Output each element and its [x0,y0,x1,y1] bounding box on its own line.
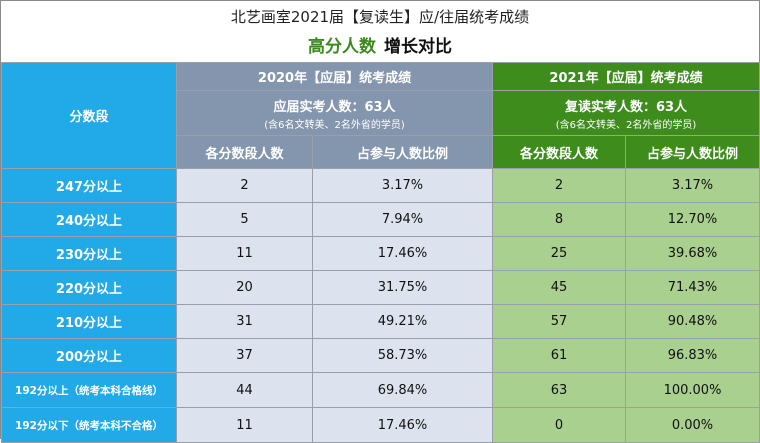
col-2021-count: 各分数段人数 [492,135,626,169]
table-row: 220分以上 20 31.75% 45 71.43% [1,270,760,305]
score-band-header: 分数段 [1,62,177,169]
table-row: 192分以上（统考本科合格线） 44 69.84% 63 100.00% [1,372,760,408]
score-band: 192分以上（统考本科合格线） [1,372,177,408]
title-area: 北艺画室2021届【复读生】应/往届统考成绩 高分人数 增长对比 [1,1,759,63]
count-2020: 11 [176,407,313,443]
score-band: 200分以上 [1,338,177,373]
count-2021: 8 [492,202,626,237]
ratio-2021: 39.68% [625,236,760,271]
count-2020: 31 [176,304,313,339]
score-band: 230分以上 [1,236,177,271]
header-2020-title: 2020年【应届】统考成绩 [176,62,493,91]
ratio-2021: 90.48% [625,304,760,339]
main-title: 北艺画室2021届【复读生】应/往届统考成绩 [230,8,530,26]
comparison-table: 分数段 2020年【应届】统考成绩 2021年【应届】统考成绩 应届实考人数：6… [1,62,760,443]
table-row: 247分以上 2 3.17% 2 3.17% [1,168,760,203]
header-2020-note: (含6名文转美、2名外省的学员) [264,119,405,131]
ratio-2020: 31.75% [312,270,493,305]
header-2021-examinees: 复读实考人数：63人 [564,99,688,115]
header-row-years: 分数段 2020年【应届】统考成绩 2021年【应届】统考成绩 [1,62,760,169]
ratio-2020: 69.84% [312,372,493,408]
count-2021: 61 [492,338,626,373]
score-band: 247分以上 [1,168,177,203]
header-2021-title: 2021年【应届】统考成绩 [492,62,760,91]
col-2020-ratio: 占参与人数比例 [312,135,493,169]
ratio-2021: 100.00% [625,372,760,408]
count-2020: 44 [176,372,313,408]
ratio-2021: 12.70% [625,202,760,237]
header-row-columns: 各分数段人数 占参与人数比例 各分数段人数 占参与人数比例 [2,135,760,169]
score-band: 210分以上 [1,304,177,339]
count-2021: 63 [492,372,626,408]
header-2020-examinees: 应届实考人数：63人 [273,99,396,115]
subtitle: 高分人数 增长对比 [1,32,759,57]
ratio-2020: 17.46% [312,236,493,271]
score-band: 240分以上 [1,202,177,237]
table-row: 210分以上 31 49.21% 57 90.48% [1,304,760,339]
ratio-2020: 3.17% [312,168,493,203]
col-2020-count: 各分数段人数 [176,135,313,169]
ratio-2020: 17.46% [312,407,493,443]
subtitle-green: 高分人数 [308,37,376,57]
table-row: 200分以上 37 58.73% 61 96.83% [1,338,760,373]
col-2021-ratio: 占参与人数比例 [625,135,760,169]
ratio-2021: 0.00% [625,407,760,443]
header-row-counts: 应届实考人数：63人 (含6名文转美、2名外省的学员) 复读实考人数：63人 (… [2,90,760,136]
ratio-2020: 58.73% [312,338,493,373]
count-2021: 57 [492,304,626,339]
subtitle-black: 增长对比 [384,37,452,57]
table-row: 240分以上 5 7.94% 8 12.70% [1,202,760,237]
header-2021-sub: 复读实考人数：63人 (含6名文转美、2名外省的学员) [492,90,760,136]
count-2021: 25 [492,236,626,271]
ratio-2021: 71.43% [625,270,760,305]
table-row: 230分以上 11 17.46% 25 39.68% [1,236,760,271]
ratio-2020: 7.94% [312,202,493,237]
count-2020: 37 [176,338,313,373]
table-row: 192分以下（统考本科不合格） 11 17.46% 0 0.00% [1,407,760,443]
ratio-2020: 49.21% [312,304,493,339]
count-2021: 0 [492,407,626,443]
header-2021-note: (含6名文转美、2名外省的学员) [555,119,697,131]
score-band: 192分以下（统考本科不合格） [1,407,177,443]
header-2020-sub: 应届实考人数：63人 (含6名文转美、2名外省的学员) [176,90,493,136]
count-2020: 11 [176,236,313,271]
count-2020: 5 [176,202,313,237]
count-2020: 2 [176,168,313,203]
count-2021: 45 [492,270,626,305]
count-2020: 20 [176,270,313,305]
ratio-2021: 96.83% [625,338,760,373]
ratio-2021: 3.17% [625,168,760,203]
count-2021: 2 [492,168,626,203]
score-band: 220分以上 [1,270,177,305]
